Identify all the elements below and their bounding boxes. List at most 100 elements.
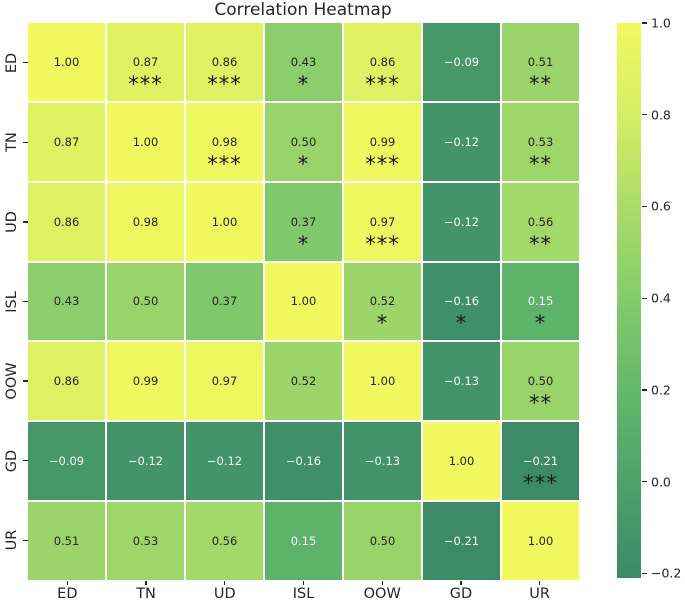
- y-tick-mark: [23, 62, 28, 64]
- significance-stars: *: [455, 311, 468, 336]
- heatmap-cell: 0.37 *: [265, 182, 342, 261]
- colorbar-tick-mark: [641, 297, 647, 299]
- heatmap-cell: 0.98: [107, 182, 184, 261]
- x-tick-label: OOW: [363, 586, 401, 602]
- significance-stars: **: [529, 231, 552, 256]
- heatmap-cell: 0.86 ***: [344, 23, 421, 101]
- heatmap-cell: 1.00: [423, 422, 500, 501]
- heatmap-cell: 1.00: [28, 23, 105, 101]
- heatmap-cell: 0.99: [107, 342, 184, 421]
- heatmap-cell: 0.37: [186, 262, 263, 341]
- cell-value: −0.21: [522, 454, 559, 469]
- colorbar-tick-mark: [641, 22, 647, 24]
- cell-value: 0.51: [53, 534, 80, 549]
- x-tick-mark: [145, 580, 147, 585]
- significance-stars: *: [297, 151, 310, 176]
- heatmap-cell: 0.15 *: [502, 262, 579, 341]
- cell-value: 0.37: [290, 214, 317, 229]
- cell-value: 0.52: [369, 294, 396, 309]
- cell-value: 0.37: [211, 294, 238, 309]
- y-tick-label: ISL: [4, 290, 20, 313]
- y-tick-mark: [23, 141, 28, 144]
- cell-value: 0.51: [527, 54, 554, 69]
- cell-value: 0.98: [132, 214, 159, 229]
- heatmap-cell: −0.21 ***: [502, 422, 579, 501]
- cell-value: −0.16: [443, 294, 480, 309]
- cell-value: 0.86: [53, 374, 80, 389]
- significance-stars: **: [529, 391, 552, 416]
- heatmap-cell: 0.97: [186, 342, 263, 421]
- heatmap-cell: 0.99 ***: [344, 102, 421, 181]
- y-tick-label: UR: [4, 529, 20, 551]
- heatmap-cell: 0.52 *: [344, 262, 421, 341]
- y-tick-mark: [23, 380, 28, 382]
- x-tick-label: UR: [529, 586, 550, 602]
- cell-value: 0.97: [211, 374, 238, 389]
- significance-stars: *: [534, 311, 547, 336]
- y-tick-mark: [23, 539, 28, 541]
- y-tick-label: ED: [4, 52, 20, 73]
- heatmap-cell: 0.51 **: [502, 23, 579, 101]
- heatmap-cell: 0.53: [107, 502, 184, 580]
- x-tick-mark: [302, 580, 305, 585]
- cell-value: 0.56: [211, 534, 238, 549]
- significance-stars: ***: [365, 71, 400, 96]
- colorbar-tick-label: 0.4: [651, 290, 671, 306]
- cell-value: 1.00: [527, 534, 554, 549]
- colorbar-tick-label: 1.0: [651, 15, 671, 31]
- cell-value: 0.15: [290, 534, 317, 549]
- cell-value: 1.00: [132, 134, 159, 149]
- cell-value: −0.16: [285, 454, 322, 469]
- heatmap-cell: 0.87: [28, 102, 105, 181]
- heatmap-cell: 0.51: [28, 502, 105, 580]
- cell-value: 0.98: [211, 134, 238, 149]
- cell-value: 0.86: [53, 214, 80, 229]
- cell-value: 0.15: [527, 294, 554, 309]
- chart-title: Correlation Heatmap: [214, 0, 392, 20]
- colorbar: [617, 23, 641, 578]
- colorbar-tick-mark: [641, 389, 647, 391]
- colorbar-tick-label: −0.2: [651, 565, 682, 581]
- heatmap-cell: 0.52: [265, 342, 342, 421]
- heatmap-cell: 0.15: [265, 502, 342, 580]
- significance-stars: *: [297, 71, 310, 96]
- colorbar-tick-mark: [641, 205, 647, 208]
- cell-value: 0.97: [369, 214, 396, 229]
- significance-stars: ***: [207, 71, 242, 96]
- heatmap-cell: 1.00: [265, 262, 342, 341]
- colorbar-tick-label: 0.6: [651, 198, 671, 214]
- heatmap-cell: 0.43: [28, 262, 105, 341]
- cell-value: 0.53: [527, 134, 554, 149]
- heatmap-grid: 1.00 0.87 *** 0.86 *** 0.43 * 0.86 *** −0.09 0.51 *…: [28, 23, 579, 580]
- significance-stars: ***: [128, 71, 163, 96]
- cell-value: −0.13: [443, 374, 480, 389]
- heatmap-cell: 0.86: [28, 342, 105, 421]
- cell-value: −0.09: [443, 54, 480, 69]
- heatmap-cell: 1.00: [107, 102, 184, 181]
- heatmap-cell: 0.56: [186, 502, 263, 580]
- colorbar-tick-label: 0.8: [651, 107, 671, 123]
- cell-value: −0.12: [206, 454, 243, 469]
- heatmap-cell: −0.12: [423, 182, 500, 261]
- significance-stars: **: [529, 71, 552, 96]
- x-tick-label: GD: [449, 586, 473, 602]
- heatmap-cell: −0.21: [423, 502, 500, 580]
- heatmap-cell: 0.97 ***: [344, 182, 421, 261]
- heatmap-cell: 0.86: [28, 182, 105, 261]
- heatmap-cell: −0.16: [265, 422, 342, 501]
- heatmap-cell: 0.87 ***: [107, 23, 184, 101]
- cell-value: −0.12: [443, 134, 480, 149]
- cell-value: −0.12: [443, 214, 480, 229]
- y-tick-mark: [23, 459, 28, 462]
- cell-value: 0.86: [211, 54, 238, 69]
- cell-value: −0.13: [364, 454, 401, 469]
- y-tick-mark: [23, 300, 28, 303]
- cell-value: 1.00: [290, 294, 317, 309]
- x-tick-label: UD: [213, 586, 236, 602]
- heatmap-cell: 1.00: [186, 182, 263, 261]
- cell-value: 0.87: [132, 54, 159, 69]
- significance-stars: ***: [207, 151, 242, 176]
- significance-stars: ***: [523, 471, 558, 496]
- cell-value: 0.53: [132, 534, 159, 549]
